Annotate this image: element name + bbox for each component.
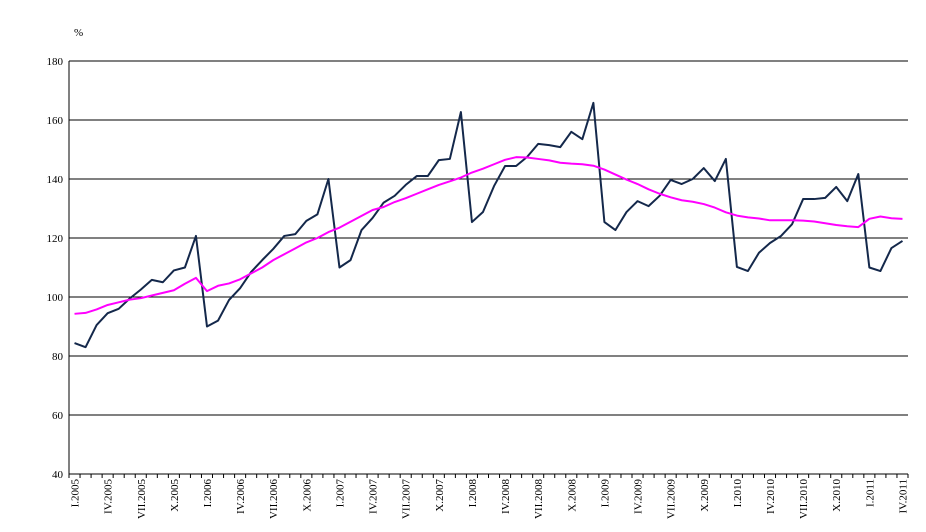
x-tick-label: IV.2009 bbox=[633, 479, 645, 514]
x-tick-label: IV.2006 bbox=[235, 479, 247, 514]
x-tick-label: IV.2008 bbox=[500, 479, 512, 514]
x-tick-label: X.2008 bbox=[566, 479, 578, 512]
x-tick-label: VII.2009 bbox=[666, 479, 678, 520]
x-tick-label: I.2010 bbox=[732, 479, 744, 508]
x-tick-label: IV.2007 bbox=[368, 479, 380, 514]
y-tick-label: 180 bbox=[47, 56, 64, 68]
x-tick-label: I.2005 bbox=[70, 479, 82, 508]
x-tick-label: X.2005 bbox=[169, 479, 181, 512]
x-tick-label: VII.2010 bbox=[798, 479, 810, 520]
x-tick-label: X.2010 bbox=[831, 479, 843, 512]
x-tick-label: I.2009 bbox=[599, 479, 611, 508]
y-tick-label: 40 bbox=[52, 469, 64, 481]
x-tick-label: I.2007 bbox=[334, 479, 346, 508]
series-line bbox=[74, 101, 904, 349]
x-tick-label: X.2006 bbox=[301, 479, 313, 512]
x-tick-label: I.2008 bbox=[467, 479, 479, 508]
x-tick-label: IV.2011 bbox=[897, 479, 909, 514]
x-tick-label: X.2009 bbox=[699, 479, 711, 512]
y-tick-label: 160 bbox=[47, 115, 64, 127]
y-tick-label: 140 bbox=[47, 174, 64, 186]
x-tick-label: I.2006 bbox=[202, 479, 214, 508]
y-tick-label: 100 bbox=[47, 292, 64, 304]
y-axis-label: % bbox=[74, 27, 83, 39]
x-tick-label: VII.2006 bbox=[268, 479, 280, 520]
x-tick-label: VII.2005 bbox=[136, 479, 148, 520]
y-tick-label: 80 bbox=[52, 351, 64, 363]
y-tick-label: 60 bbox=[52, 410, 64, 422]
x-tick-label: IV.2005 bbox=[103, 479, 115, 514]
x-tick-label: IV.2010 bbox=[765, 479, 777, 514]
x-tick-label: VII.2007 bbox=[401, 479, 413, 520]
x-tick-label: VII.2008 bbox=[533, 479, 545, 520]
x-tick-label: I.2011 bbox=[864, 479, 876, 507]
series-line bbox=[74, 156, 903, 315]
y-tick-label: 120 bbox=[47, 233, 64, 245]
x-tick-label: X.2007 bbox=[434, 479, 446, 512]
